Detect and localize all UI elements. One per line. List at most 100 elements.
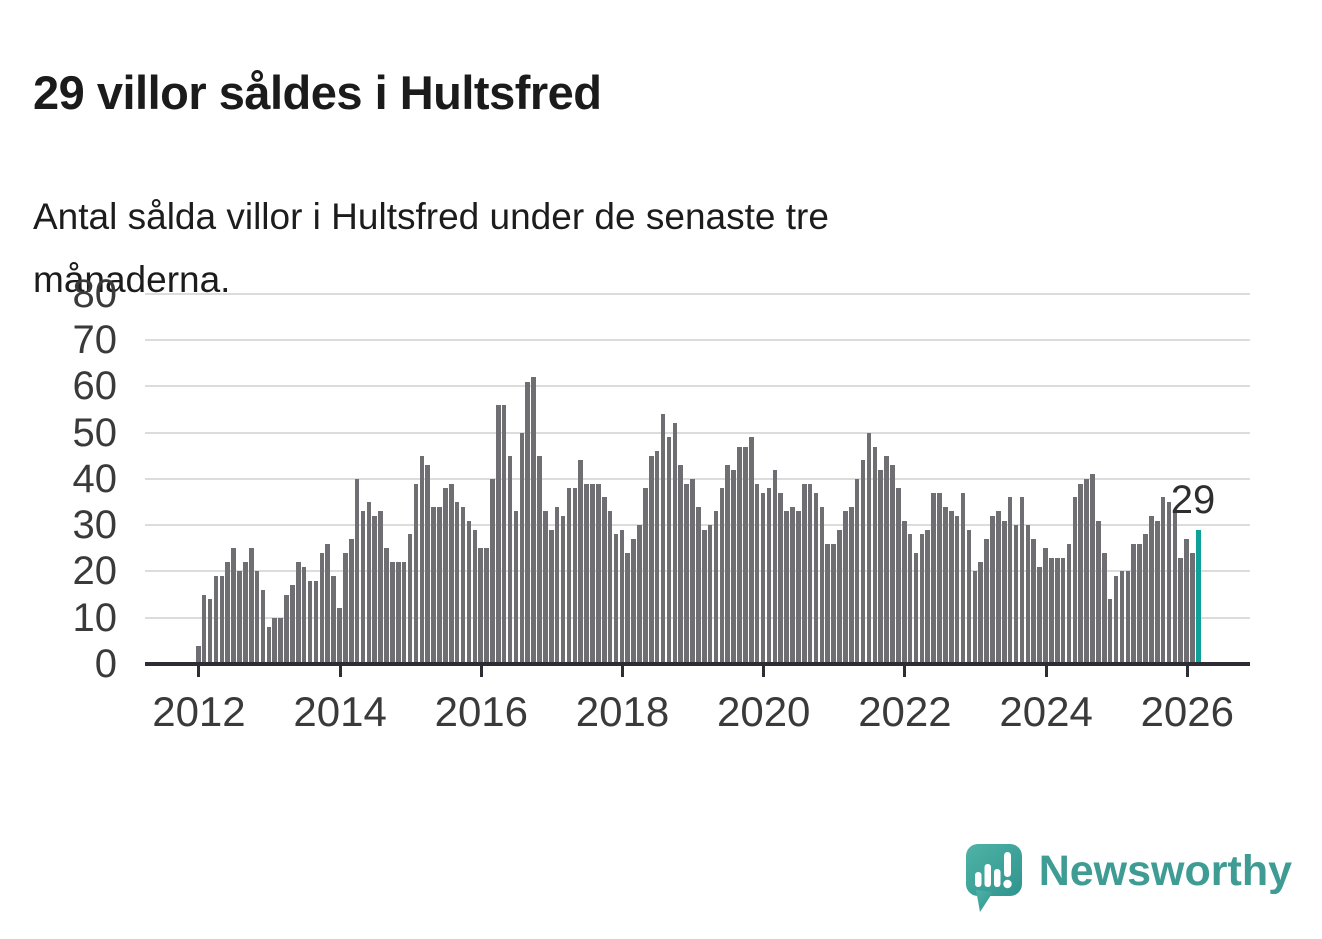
bar (1166, 502, 1172, 664)
bar (1096, 520, 1101, 664)
bar (1031, 539, 1036, 664)
bar (431, 506, 436, 664)
bar (437, 506, 442, 664)
bar (884, 455, 889, 664)
bar (513, 511, 519, 664)
y-axis-label: 30 (72, 503, 118, 548)
bar (501, 404, 507, 664)
bar-value-label: 29 (1170, 477, 1216, 522)
bar (749, 437, 754, 664)
bar (537, 455, 542, 664)
bar (707, 525, 713, 664)
bar (825, 543, 831, 664)
bar (484, 548, 489, 664)
bar (960, 492, 966, 664)
newsworthy-bubble-chart-icon (965, 844, 1022, 912)
bar (984, 539, 989, 664)
bar (413, 483, 419, 664)
bar (666, 437, 672, 664)
bar (719, 488, 725, 664)
bar (972, 571, 978, 664)
bar (601, 497, 607, 664)
bar (472, 529, 478, 664)
x-axis-tick (762, 666, 766, 677)
bar (478, 548, 483, 664)
bar (878, 469, 883, 664)
bar (648, 455, 654, 664)
bar (772, 469, 778, 664)
x-axis-tick (1044, 666, 1048, 677)
bar (1007, 497, 1013, 664)
bar (196, 645, 201, 664)
newsworthy-logo: Newsworthy (965, 844, 1292, 914)
bar (607, 511, 613, 664)
bar (1025, 525, 1031, 664)
bar (1125, 571, 1131, 664)
bar-chart: 2012 2014 2016 2018 2020 2022 2024 2026 29 (145, 280, 1250, 735)
bar (496, 404, 501, 664)
bar (407, 534, 413, 664)
bar (278, 617, 283, 664)
bar (401, 562, 407, 664)
bar (737, 446, 742, 664)
bar (1107, 599, 1113, 664)
x-axis-label: 2012 (152, 688, 246, 735)
bar (348, 539, 354, 664)
bar (696, 506, 701, 664)
bar (560, 515, 566, 664)
bar (1066, 543, 1072, 664)
x-axis-label: 2022 (858, 688, 952, 735)
bar (849, 506, 854, 664)
bar (360, 511, 366, 664)
bar (1154, 520, 1160, 664)
bar (543, 511, 548, 664)
x-axis-tick (197, 666, 201, 677)
gridline (145, 385, 1250, 388)
bar (760, 492, 766, 664)
y-axis-label: 20 (72, 549, 118, 594)
gridline (145, 339, 1250, 342)
x-axis-label: 2014 (293, 688, 387, 735)
bar (419, 455, 425, 664)
bar (1072, 497, 1078, 664)
bar (548, 529, 554, 664)
bar (1190, 552, 1195, 664)
bar (1113, 576, 1119, 664)
bar (354, 478, 360, 664)
bar-latest-highlight (1196, 529, 1201, 664)
bar (454, 502, 460, 664)
bar (213, 576, 219, 664)
bar (678, 465, 683, 664)
bar (425, 465, 431, 664)
y-axis-label: 50 (72, 410, 118, 455)
bar (684, 483, 689, 664)
bar (301, 566, 307, 664)
bar (1131, 543, 1136, 664)
bar (701, 529, 707, 664)
x-axis-label: 2020 (716, 688, 811, 735)
gridline (145, 477, 1250, 480)
bar (237, 571, 242, 664)
x-axis-label: 2018 (575, 688, 670, 735)
bar (907, 534, 913, 664)
bar (572, 488, 578, 664)
bar (713, 511, 719, 664)
bar (860, 460, 866, 664)
x-axis-label: 2026 (1140, 688, 1234, 735)
bar (1143, 534, 1148, 664)
bar (566, 488, 572, 664)
bar (1078, 483, 1084, 664)
bar (766, 488, 772, 664)
bar (743, 446, 748, 664)
bar (343, 552, 348, 664)
bar (396, 562, 401, 664)
bar (896, 488, 901, 664)
x-axis-label: 2024 (999, 688, 1093, 735)
bar (466, 520, 472, 664)
bar (790, 506, 795, 664)
bar (690, 478, 695, 664)
x-axis-tick (621, 666, 625, 677)
bar (1084, 478, 1089, 664)
bar (378, 511, 383, 664)
bar (966, 529, 972, 664)
